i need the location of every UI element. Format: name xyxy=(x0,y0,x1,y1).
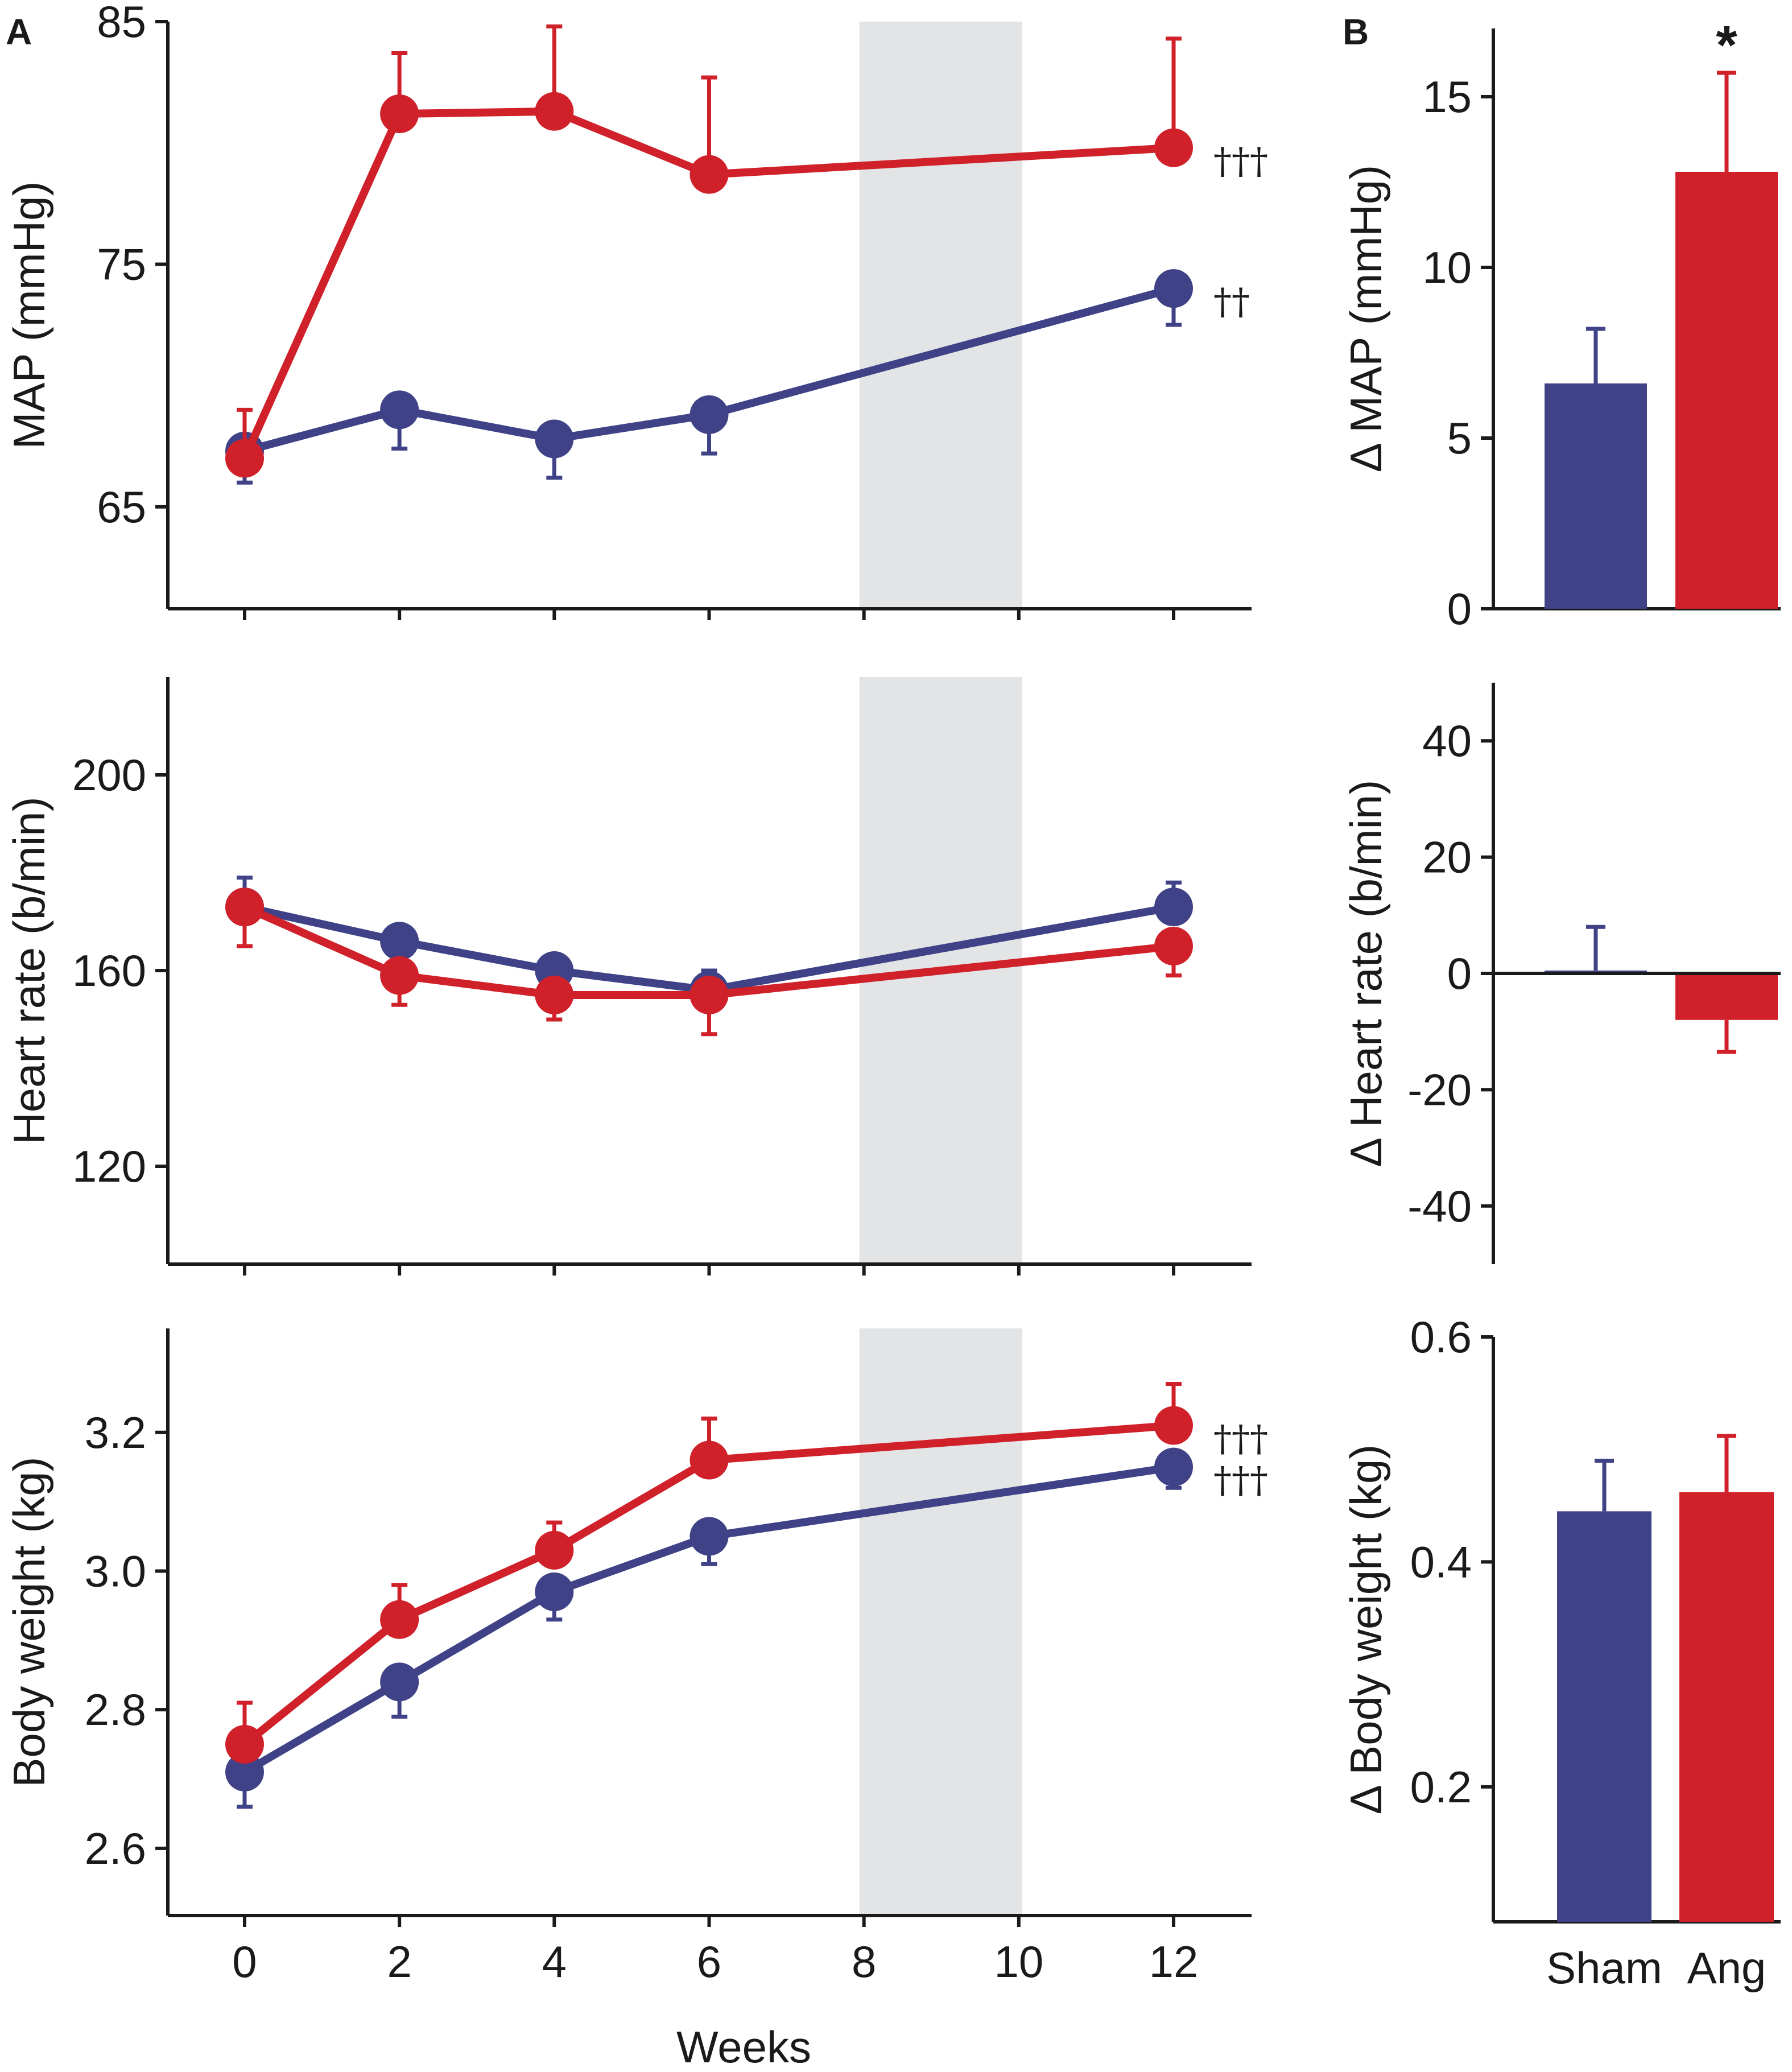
bw-delta-y-title: Δ Body weight (kg) xyxy=(1341,1444,1391,1814)
bw-time-ang-significance: ††† xyxy=(1213,1418,1268,1460)
bw-time-y-title: Body weight (kg) xyxy=(4,1457,54,1788)
bw-delta-bar-sham xyxy=(1557,1511,1651,1922)
map-delta-y-title: Δ MAP (mmHg) xyxy=(1341,165,1391,472)
map-time-ytick-label: 75 xyxy=(97,239,146,289)
panel-label-a: A xyxy=(6,11,32,52)
bw-time-sham-point xyxy=(1154,1447,1193,1487)
bw-time-ytick-label: 2.8 xyxy=(85,1685,146,1735)
hr-time-sham-point xyxy=(1154,888,1193,927)
bw-time-ang-point xyxy=(380,1600,419,1639)
bw-time-ytick-label: 3.0 xyxy=(85,1546,146,1596)
bw-delta-ytick-label: 0.6 xyxy=(1410,1312,1472,1362)
bw-time-xtick-label: 6 xyxy=(697,1937,721,1987)
bw-delta-ytick-label: 0.4 xyxy=(1410,1537,1472,1587)
map-delta-plot: 0 5 10 15 Δ MAP (mmHg) * xyxy=(1341,15,1781,634)
hr-delta-ytick-label: -40 xyxy=(1407,1181,1472,1231)
bw-time-x-title: Weeks xyxy=(676,2022,811,2072)
bw-time-xtick-label: 4 xyxy=(542,1937,567,1987)
map-time-sham-point xyxy=(689,395,729,434)
hr-delta-ytick-label: -20 xyxy=(1407,1064,1472,1115)
bw-delta-category-label-sham: Sham xyxy=(1546,1943,1662,1993)
hr-time-ytick-label: 200 xyxy=(72,750,146,800)
bw-time-xtick-label: 2 xyxy=(387,1937,411,1987)
map-time-ang-point xyxy=(225,439,264,478)
bw-delta-plot: 0.2 0.4 0.6 Δ Body weight (kg) Sham Ang xyxy=(1341,1312,1781,1993)
bw-delta-bar-ang xyxy=(1679,1492,1774,1922)
map-delta-bar-ang xyxy=(1675,172,1778,609)
hr-delta-ytick-label: 0 xyxy=(1447,948,1472,998)
bw-time-ytick-label: 2.6 xyxy=(85,1823,146,1873)
map-time-ang-significance: ††† xyxy=(1213,141,1268,183)
hr-time-plot: 120 160 200 Heart rate (b/min) xyxy=(4,677,1252,1276)
map-time-sham-point xyxy=(380,390,419,430)
map-delta-ytick-label: 0 xyxy=(1447,584,1472,634)
bw-time-sham-point xyxy=(380,1662,419,1702)
bw-delta-ytick-label: 0.2 xyxy=(1410,1762,1472,1812)
map-time-ytick-label: 85 xyxy=(97,0,146,47)
hr-time-ang-point xyxy=(689,976,729,1014)
bw-time-plot: 2.6 2.8 3.0 3.2 0 2 4 6 8 10 12 Body weight (kg) Wee… xyxy=(4,1328,1268,2072)
map-time-shaded-region xyxy=(859,22,1022,609)
map-time-y-title: MAP (mmHg) xyxy=(4,181,54,449)
bw-time-xtick-label: 12 xyxy=(1149,1937,1199,1987)
map-delta-bar-sham xyxy=(1545,383,1647,609)
map-time-ytick-label: 65 xyxy=(97,482,146,532)
map-time-ang-point xyxy=(380,94,419,134)
map-delta-ytick-label: 10 xyxy=(1422,242,1472,292)
map-delta-significance-ang: * xyxy=(1716,15,1737,76)
bw-time-xtick-label: 10 xyxy=(994,1937,1043,1987)
hr-time-ang-point xyxy=(225,888,264,927)
hr-time-ang-point xyxy=(1154,927,1193,965)
map-time-ang-point xyxy=(1154,128,1193,167)
hr-delta-ytick-label: 20 xyxy=(1422,832,1472,882)
bw-time-ytick-label: 3.2 xyxy=(85,1408,146,1458)
bw-time-sham-significance: ††† xyxy=(1213,1460,1268,1502)
bw-time-sham-point xyxy=(689,1517,729,1556)
panel-label-b: B xyxy=(1343,11,1369,52)
hr-delta-bar-ang xyxy=(1675,973,1778,1020)
hr-time-ang-point xyxy=(380,956,419,995)
bw-time-xtick-label: 8 xyxy=(852,1937,876,1987)
bw-time-ang-point xyxy=(689,1441,729,1480)
map-time-ang-point xyxy=(689,155,729,194)
bw-time-shaded-region xyxy=(859,1328,1022,1916)
bw-time-sham-point xyxy=(225,1752,264,1792)
hr-delta-plot: -40 -20 0 20 40 Δ Heart rate (b/min) xyxy=(1341,683,1781,1264)
map-time-sham-point xyxy=(535,419,574,459)
bw-time-ang-point xyxy=(535,1530,574,1570)
bw-time-xtick-label: 0 xyxy=(232,1937,257,1987)
map-time-ang-point xyxy=(535,92,574,131)
map-delta-ytick-label: 15 xyxy=(1422,72,1472,122)
hr-time-ytick-label: 160 xyxy=(72,946,146,996)
map-time-sham-significance: †† xyxy=(1213,281,1250,323)
hr-time-sham-point xyxy=(380,922,419,961)
map-time-sham-point xyxy=(1154,269,1193,308)
bw-time-ang-point xyxy=(1154,1406,1193,1445)
hr-delta-y-title: Δ Heart rate (b/min) xyxy=(1341,780,1391,1167)
bw-delta-category-label-ang: Ang xyxy=(1687,1943,1766,1993)
hr-time-y-title: Heart rate (b/min) xyxy=(4,796,54,1144)
hr-time-ang-point xyxy=(535,976,574,1014)
hr-delta-ytick-label: 40 xyxy=(1422,716,1472,766)
hr-time-ytick-label: 120 xyxy=(72,1141,146,1191)
bw-time-ang-point xyxy=(225,1725,264,1764)
bw-time-sham-point xyxy=(535,1572,574,1611)
map-delta-ytick-label: 5 xyxy=(1447,413,1472,463)
